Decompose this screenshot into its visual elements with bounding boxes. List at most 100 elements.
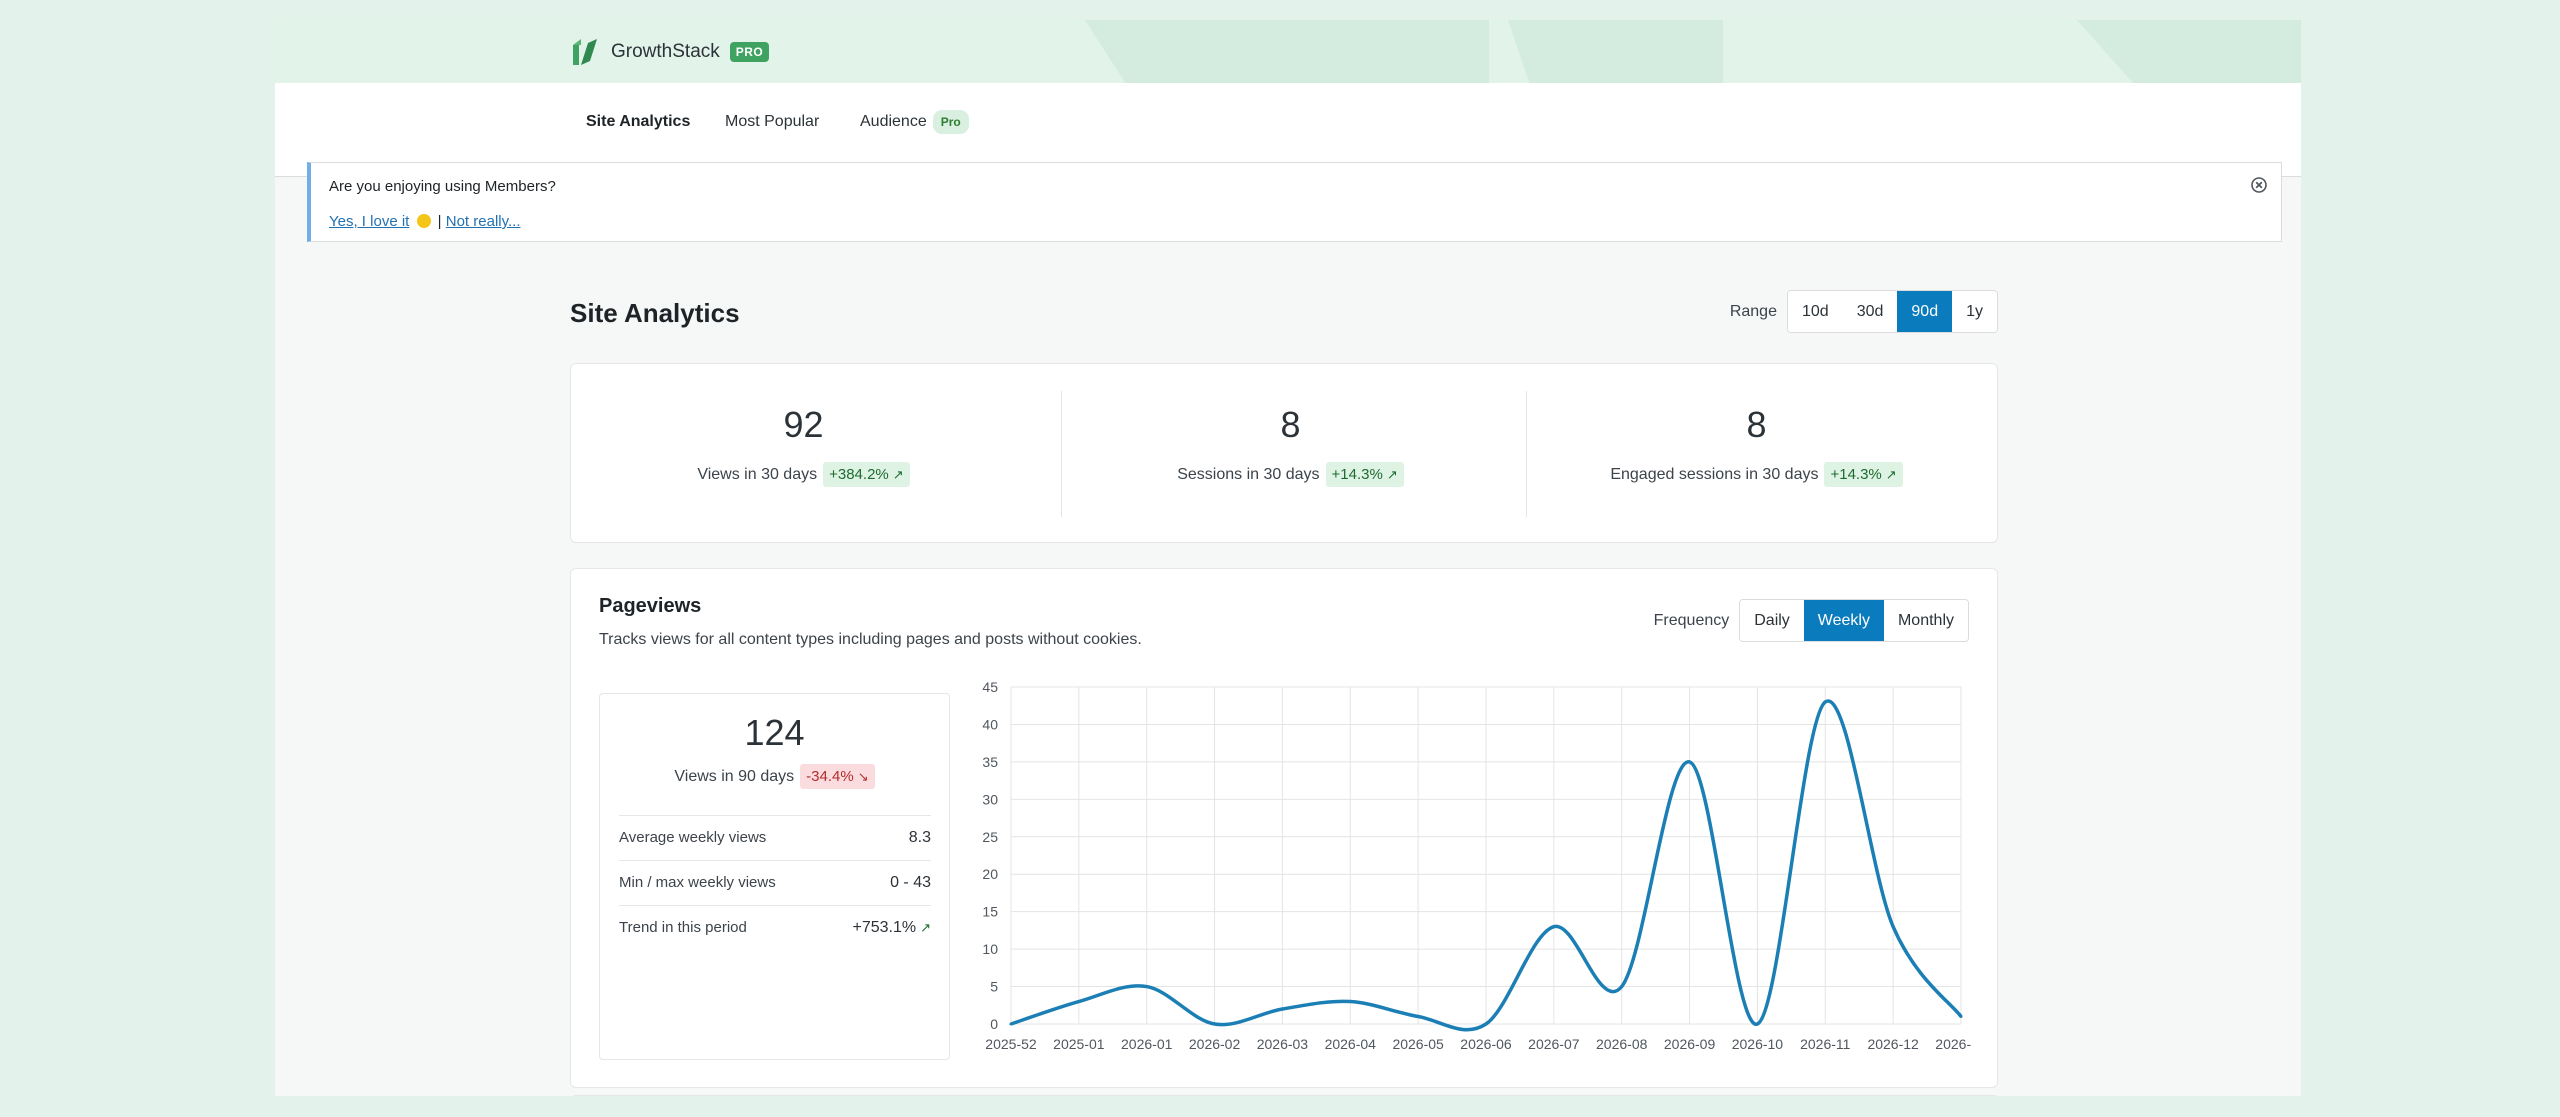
- range-30d-button[interactable]: 30d: [1842, 291, 1898, 332]
- frequency-weekly-button[interactable]: Weekly: [1803, 600, 1884, 641]
- notice-question: Are you enjoying using Members?: [329, 178, 556, 195]
- summary-value: 124: [744, 712, 805, 753]
- notice-links: Yes, I love it | Not really...: [329, 213, 521, 230]
- next-card: [570, 1095, 2000, 1096]
- page-title: Site Analytics: [570, 298, 740, 328]
- tab-most-popular[interactable]: Most Popular: [708, 83, 836, 176]
- header-decoration: [2077, 20, 2301, 83]
- stat-value: 92: [783, 404, 824, 445]
- x-tick-label: 2026-08: [1596, 1036, 1648, 1052]
- stats-card: 92 Views in 30 days +384.2% ↗ 8 Sessions i…: [570, 363, 1998, 543]
- not-really-link[interactable]: Not really...: [445, 213, 521, 230]
- summary-row: Trend in this period +753.1% ↗: [619, 905, 931, 950]
- stat-sessions: 8 Sessions in 30 days +14.3% ↗: [1058, 364, 1523, 544]
- data-point: [1891, 925, 1895, 929]
- pro-badge: PRO: [729, 42, 770, 62]
- trend-up-icon: ↗: [1885, 467, 1897, 482]
- yes-love-it-link[interactable]: Yes, I love it: [329, 213, 410, 230]
- frequency-label: Frequency: [1653, 611, 1730, 629]
- frequency-monthly-button[interactable]: Monthly: [1883, 600, 1968, 641]
- y-tick-label: 40: [982, 716, 998, 732]
- tab-audience[interactable]: Audience Pro: [843, 83, 986, 176]
- stat-label-text: Engaged sessions in 30 days: [1610, 466, 1819, 483]
- trend-up-icon: ↗: [892, 467, 904, 482]
- x-tick-label: 2026-11: [1800, 1036, 1851, 1052]
- frequency-options: Daily Weekly Monthly: [1739, 599, 1969, 642]
- x-tick-label: 2025-52: [985, 1036, 1037, 1052]
- trend-up-icon: ↗: [920, 920, 931, 935]
- stat-views: 92 Views in 30 days +384.2% ↗: [571, 364, 1036, 544]
- data-point: [1959, 1015, 1963, 1019]
- summary-label-text: Views in 90 days: [674, 768, 795, 785]
- frequency-selector: Frequency Daily Weekly Monthly: [1654, 599, 1969, 642]
- delta-badge: +384.2% ↗: [823, 462, 910, 487]
- delta-value: +14.3%: [1331, 466, 1383, 483]
- y-tick-label: 30: [982, 791, 998, 807]
- notice-separator: |: [437, 213, 442, 230]
- x-tick-label: 2026-09: [1664, 1036, 1716, 1052]
- tab-label: Site Analytics: [586, 113, 691, 130]
- summary-row: Average weekly views 8.3: [619, 815, 931, 860]
- x-tick-label: 2026-07: [1528, 1036, 1580, 1052]
- x-tick-label: 2026-04: [1325, 1036, 1377, 1052]
- tab-label: Most Popular: [725, 113, 820, 130]
- stat-label-text: Views in 30 days: [697, 466, 818, 483]
- y-tick-label: 25: [982, 829, 998, 845]
- feedback-notice: Are you enjoying using Members? Yes, I l…: [307, 162, 2282, 242]
- summary-rows: Average weekly views 8.3 Min / max weekl…: [619, 815, 931, 950]
- data-point: [1213, 1022, 1217, 1026]
- delta-badge: +14.3% ↗: [1325, 462, 1404, 487]
- header-decoration: [1508, 20, 1723, 83]
- x-tick-label: 2026-12: [1867, 1036, 1919, 1052]
- x-tick-label: 2026-10: [1732, 1036, 1784, 1052]
- range-90d-button[interactable]: 90d: [1897, 291, 1953, 332]
- data-point: [1484, 1022, 1488, 1026]
- summary-label: Views in 90 days -34.4% ↘: [600, 764, 949, 789]
- pageviews-title: Pageviews: [599, 595, 702, 617]
- trend-value: +753.1%: [852, 919, 917, 936]
- data-point: [1620, 985, 1624, 989]
- y-tick-label: 15: [982, 904, 998, 920]
- data-point: [1280, 1007, 1284, 1011]
- brand-logo-icon: [573, 39, 597, 65]
- summary-row-label: Min / max weekly views: [619, 874, 776, 891]
- x-tick-label: 2026-05: [1392, 1036, 1444, 1052]
- pageviews-card: Pageviews Tracks views for all content t…: [570, 568, 1998, 1088]
- brand-name: GrowthStack: [611, 41, 720, 62]
- data-point: [1145, 985, 1149, 989]
- stat-engaged-sessions: 8 Engaged sessions in 30 days +14.3% ↗: [1524, 364, 1989, 544]
- x-tick-label: 2026-06: [1460, 1036, 1512, 1052]
- x-tick-label: 2026-13: [1935, 1036, 1971, 1052]
- pageviews-summary: 124 Views in 90 days -34.4% ↘ Average week…: [599, 693, 950, 1060]
- range-label: Range: [1729, 302, 1777, 320]
- range-options: 10d 30d 90d 1y: [1786, 290, 1998, 333]
- smile-emoji-icon: [416, 214, 431, 228]
- pro-badge: Pro: [932, 110, 969, 134]
- data-point: [1416, 1015, 1420, 1019]
- range-10d-button[interactable]: 10d: [1787, 291, 1843, 332]
- summary-row-label: Average weekly views: [619, 829, 767, 846]
- summary-row-value: 8.3: [908, 829, 931, 846]
- stat-value: 8: [1746, 404, 1767, 445]
- dismiss-icon[interactable]: [2251, 177, 2267, 193]
- stat-divider: [1526, 391, 1527, 517]
- stat-label: Views in 30 days +384.2% ↗: [571, 462, 1036, 487]
- data-point: [1077, 1000, 1081, 1004]
- stat-divider: [1061, 391, 1062, 517]
- data-point: [1823, 700, 1827, 704]
- pageviews-description: Tracks views for all content types inclu…: [599, 631, 1142, 648]
- summary-row-value: 0 - 43: [890, 874, 931, 891]
- x-tick-label: 2025-01: [1053, 1036, 1105, 1052]
- y-tick-label: 0: [990, 1016, 998, 1032]
- header-decoration: [1085, 20, 1489, 83]
- pageviews-chart: 0 5 10 15 20 25 30 35 40 45 2025-52 2025-01 2026-01 2…: [982, 679, 1971, 1052]
- trend-down-icon: ↘: [857, 769, 869, 784]
- stat-label: Sessions in 30 days +14.3% ↗: [1058, 462, 1523, 487]
- brand[interactable]: GrowthStack PRO: [570, 36, 770, 68]
- frequency-daily-button[interactable]: Daily: [1740, 600, 1804, 641]
- nav-tabs: Site Analytics Most Popular Audience Pro: [275, 83, 2301, 177]
- y-tick-label: 35: [982, 754, 998, 770]
- summary-row-label: Trend in this period: [619, 919, 747, 936]
- range-1y-button[interactable]: 1y: [1952, 291, 1997, 332]
- y-tick-label: 45: [982, 679, 998, 695]
